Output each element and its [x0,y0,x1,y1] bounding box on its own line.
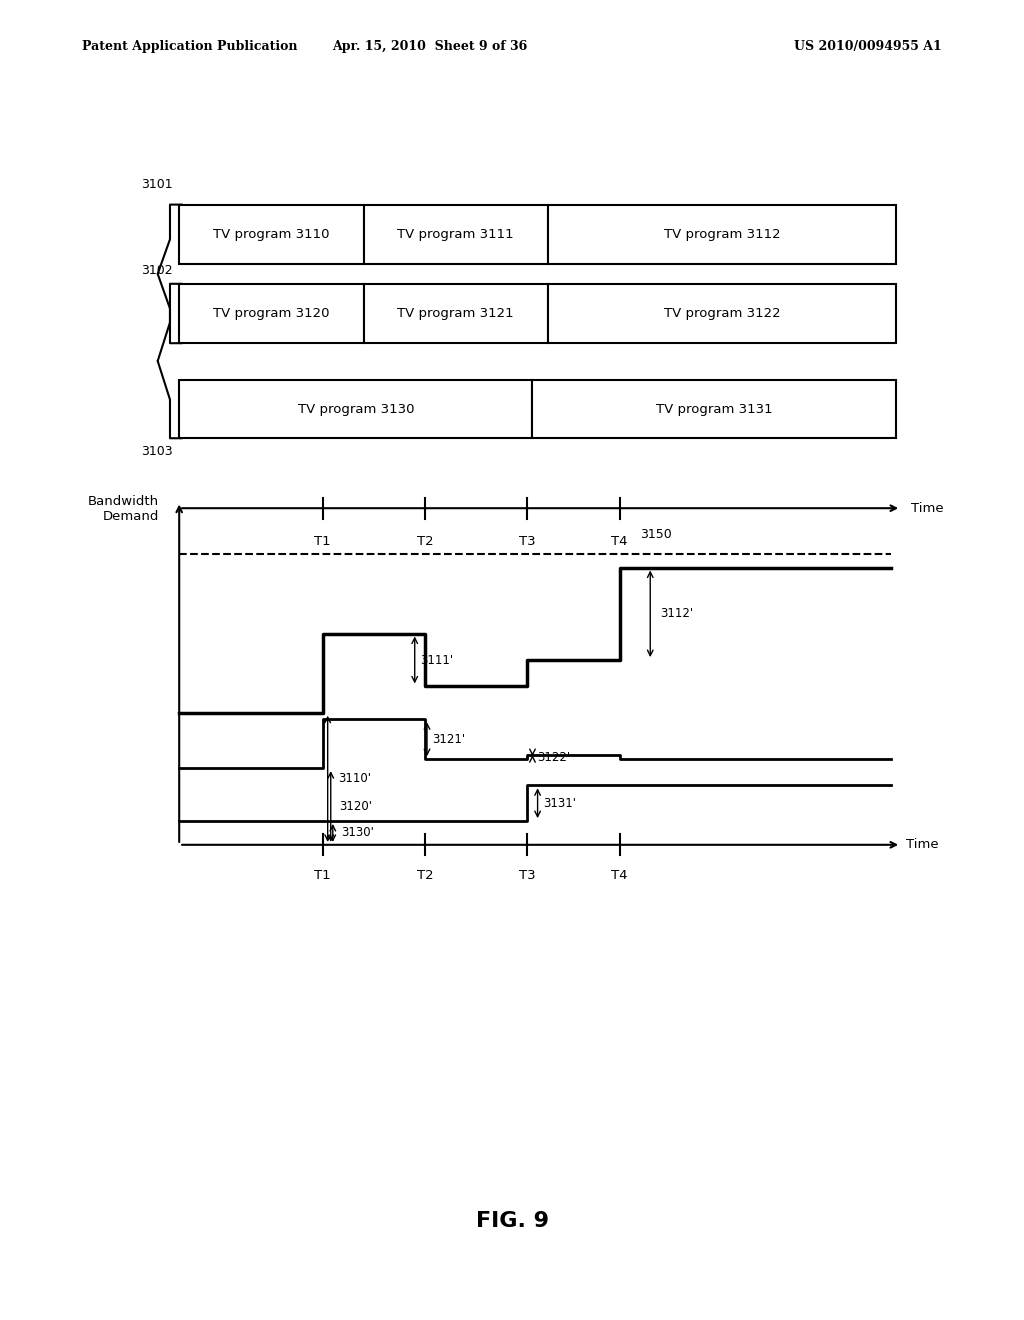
Text: 3112': 3112' [660,607,693,620]
Text: TV program 3121: TV program 3121 [397,308,514,319]
Text: TV program 3131: TV program 3131 [656,403,772,416]
Bar [364,284,548,343]
Text: T4: T4 [611,535,628,548]
Text: 3111': 3111' [420,653,453,667]
Text: 3130': 3130' [341,826,374,840]
Bar [179,205,364,264]
Text: 3103: 3103 [141,445,173,458]
Text: TV program 3130: TV program 3130 [298,403,414,416]
Text: T3: T3 [519,869,536,882]
Text: 3150: 3150 [640,528,672,541]
Text: Apr. 15, 2010  Sheet 9 of 36: Apr. 15, 2010 Sheet 9 of 36 [333,40,527,53]
Text: T4: T4 [611,869,628,882]
Text: FIG. 9: FIG. 9 [475,1210,549,1232]
Bar [532,380,896,438]
Bar [548,205,896,264]
Text: 3110': 3110' [338,772,371,785]
Text: 3122': 3122' [538,751,570,763]
Text: 3102: 3102 [141,264,173,277]
Text: 3121': 3121' [432,733,465,746]
Bar [179,380,532,438]
Bar [364,205,548,264]
Text: T2: T2 [417,535,433,548]
Text: TV program 3112: TV program 3112 [664,228,780,240]
Text: Bandwidth
Demand: Bandwidth Demand [88,495,159,523]
Text: T1: T1 [314,869,331,882]
Text: T2: T2 [417,869,433,882]
Text: 3120': 3120' [339,800,372,813]
Text: Patent Application Publication: Patent Application Publication [82,40,297,53]
Text: T1: T1 [314,535,331,548]
Text: TV program 3111: TV program 3111 [397,228,514,240]
Text: Time: Time [911,502,944,515]
Text: TV program 3122: TV program 3122 [664,308,780,319]
Text: 3101: 3101 [141,178,173,191]
Text: TV program 3120: TV program 3120 [213,308,330,319]
Text: 3131': 3131' [543,797,575,809]
Bar [179,284,364,343]
Text: T3: T3 [519,535,536,548]
Text: US 2010/0094955 A1: US 2010/0094955 A1 [795,40,942,53]
Bar [548,284,896,343]
Text: Time: Time [906,838,939,851]
Text: TV program 3110: TV program 3110 [213,228,330,240]
